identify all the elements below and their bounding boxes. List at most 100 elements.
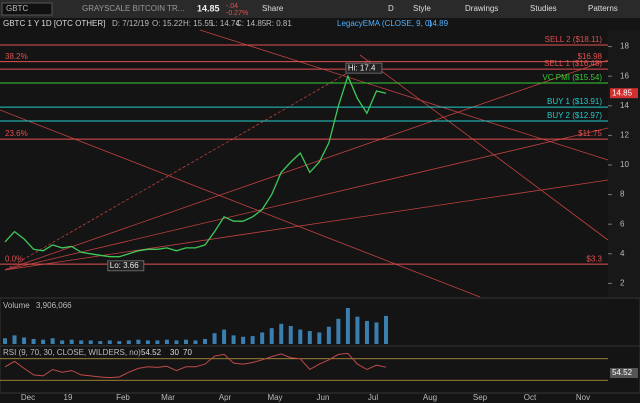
high-box	[345, 62, 383, 74]
ohlc-field: H: 15.55	[183, 19, 214, 28]
volume-bar	[69, 339, 74, 344]
toolbar	[0, 0, 640, 18]
level-label: $11.75	[578, 129, 602, 138]
y-tick-label: 8	[620, 190, 625, 199]
x-tick-label: Dec	[21, 393, 35, 402]
x-tick-label: Feb	[116, 393, 130, 402]
fan-line	[4, 179, 609, 271]
volume-bar	[126, 340, 131, 344]
volume-bar	[117, 341, 122, 344]
y-tick-label: 6	[620, 219, 625, 228]
x-tick-label: Jul	[368, 393, 378, 402]
level-label: $3.3	[586, 254, 602, 263]
ohlc-field: R: 0.81	[266, 19, 292, 28]
level-label: $16.98	[578, 52, 603, 61]
volume-bar	[307, 331, 312, 344]
x-tick-label: May	[267, 393, 282, 402]
last-price-label: 14.85	[612, 88, 633, 97]
volume-bar	[298, 329, 303, 344]
volume-bar	[355, 316, 360, 344]
volume-value: 3,906,066	[36, 301, 72, 310]
toolbar-button[interactable]: Studies	[530, 4, 557, 13]
volume-bar	[79, 340, 84, 344]
rsi-badge-value: 54.52	[612, 368, 633, 377]
volume-bar	[3, 338, 7, 344]
level-label: SELL 2 ($18.11)	[545, 35, 603, 44]
x-tick-label: Sep	[473, 393, 488, 402]
study-name: LegacyEMA (CLOSE, 9, 0)	[337, 19, 432, 28]
volume-bar	[164, 339, 169, 344]
volume-bar	[384, 315, 388, 344]
ohlc-field: D: 7/12/19	[112, 19, 149, 28]
fib-label: 38.2%	[5, 52, 28, 61]
volume-bar	[374, 322, 379, 344]
volume-bar	[241, 336, 246, 344]
rsi-value: 54.52	[141, 348, 162, 357]
volume-bar	[269, 328, 274, 344]
last-price-badge	[610, 88, 638, 99]
toolbar-button[interactable]: Drawings	[465, 4, 498, 13]
price-line	[4, 74, 387, 258]
toolbar-button[interactable]: Patterns	[588, 4, 618, 13]
volume-bar	[174, 340, 179, 344]
level-label: BUY 2 ($12.97)	[547, 111, 602, 120]
volume-bar	[22, 337, 27, 344]
x-tick-label: Nov	[576, 393, 590, 402]
volume-bar	[364, 320, 369, 344]
volume-bar	[50, 338, 55, 344]
fib-label: 0.0%	[5, 254, 23, 263]
ohlc-field: L: 14.74	[211, 19, 240, 28]
instrument-name: GRAYSCALE BITCOIN TR...	[82, 4, 184, 13]
volume-bar	[31, 338, 36, 344]
volume-bar	[107, 340, 112, 344]
low-label: Lo: 3.66	[110, 261, 139, 270]
change: -.04	[226, 3, 238, 10]
volume-bar	[145, 340, 150, 344]
ohlc-field: C: 14.85	[236, 19, 267, 28]
x-tick-label: Oct	[524, 393, 537, 402]
fan-line	[4, 127, 609, 271]
rsi-line	[4, 352, 387, 379]
rsi-level: 70	[183, 348, 192, 357]
last-price: 14.85	[197, 3, 220, 13]
header-bar	[0, 18, 608, 30]
symbol-box[interactable]	[1, 2, 53, 16]
toolbar-button[interactable]: Style	[413, 4, 431, 13]
x-tick-label: Aug	[423, 393, 437, 402]
volume-bar	[345, 308, 350, 344]
fan-line	[0, 109, 481, 298]
high-label: Hi: 17.4	[348, 63, 376, 72]
low-box	[107, 260, 145, 272]
fib-label: 23.6%	[5, 129, 28, 138]
volume-bar	[98, 341, 103, 344]
volume-bar	[222, 329, 227, 344]
volume-bar	[231, 335, 236, 344]
x-tick-label: 19	[64, 393, 73, 402]
volume-title: Volume	[3, 301, 30, 310]
rsi-title: RSI (9, 70, 30, CLOSE, WILDERS, no)	[3, 348, 141, 357]
symbol[interactable]: GBTC	[6, 4, 28, 13]
x-tick-label: Jun	[317, 393, 330, 402]
volume-bar	[41, 339, 46, 344]
volume-bar	[250, 336, 255, 344]
y-tick-label: 18	[620, 42, 629, 51]
toolbar-button[interactable]: D	[388, 4, 394, 13]
rsi-panel	[0, 345, 640, 394]
toolbar-button[interactable]: Share	[262, 4, 284, 13]
fan-line	[359, 54, 609, 241]
volume-bar	[279, 323, 284, 344]
volume-bar	[336, 318, 341, 344]
level-label: SELL 1 ($16.48)	[544, 59, 602, 68]
y-tick-label: 16	[620, 71, 629, 80]
rsi-badge	[610, 368, 638, 378]
y-tick-label: 4	[620, 249, 625, 258]
volume-bar	[193, 340, 198, 344]
y-tick-label: 12	[620, 130, 629, 139]
volume-bar	[88, 340, 93, 344]
volume-bar	[326, 326, 331, 344]
level-label: BUY 1 ($13.91)	[547, 97, 602, 106]
ohlc-field: O: 15.22	[152, 19, 183, 28]
fan-line	[199, 29, 609, 161]
